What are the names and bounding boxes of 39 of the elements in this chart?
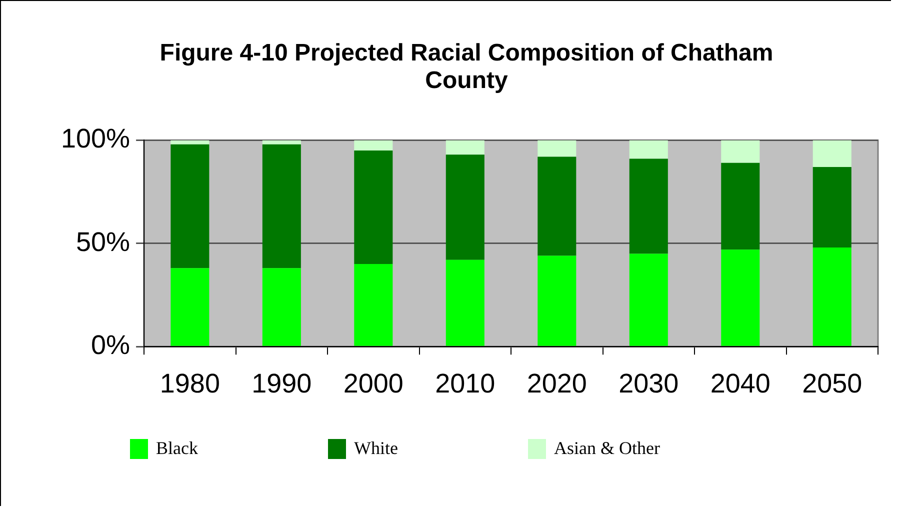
bar bbox=[262, 140, 301, 144]
bar bbox=[721, 140, 760, 163]
bar bbox=[446, 260, 484, 346]
bar bbox=[629, 158, 668, 254]
x-tick-label: 2040 bbox=[710, 368, 770, 398]
bar bbox=[538, 156, 576, 256]
bar bbox=[629, 140, 668, 159]
legend-label: White bbox=[354, 438, 398, 459]
legend-label: Black bbox=[156, 438, 198, 459]
y-tick-label: 100% bbox=[60, 124, 130, 154]
y-tick-label: 0% bbox=[91, 330, 130, 360]
bar bbox=[354, 140, 393, 151]
bar bbox=[170, 268, 210, 346]
x-tick-label: 1990 bbox=[252, 368, 312, 398]
bar bbox=[812, 167, 852, 248]
x-tick-label: 2030 bbox=[618, 368, 679, 398]
x-tick-label: 1980 bbox=[160, 368, 220, 398]
x-tick-label: 2020 bbox=[526, 368, 587, 398]
legend-label: Asian & Other bbox=[554, 438, 660, 459]
x-tick-label: 2050 bbox=[802, 368, 862, 398]
bar bbox=[354, 150, 393, 264]
bar bbox=[446, 154, 484, 260]
bar bbox=[446, 140, 484, 155]
bar bbox=[538, 256, 576, 346]
bar bbox=[721, 250, 760, 346]
chart-title: Figure 4-10 Projected Racial Composition of Chatham County bbox=[160, 39, 774, 94]
bar bbox=[812, 140, 852, 168]
bar bbox=[812, 248, 852, 346]
bar bbox=[354, 264, 393, 346]
x-tick-label: 2000 bbox=[343, 368, 404, 398]
bar bbox=[629, 254, 668, 346]
x-tick-label: 2010 bbox=[435, 368, 496, 398]
bar bbox=[170, 140, 210, 144]
bar bbox=[721, 162, 760, 250]
y-tick-label: 50% bbox=[76, 226, 130, 257]
bar bbox=[170, 144, 210, 268]
bar bbox=[538, 140, 576, 157]
bar bbox=[262, 144, 301, 268]
bar bbox=[262, 268, 301, 346]
